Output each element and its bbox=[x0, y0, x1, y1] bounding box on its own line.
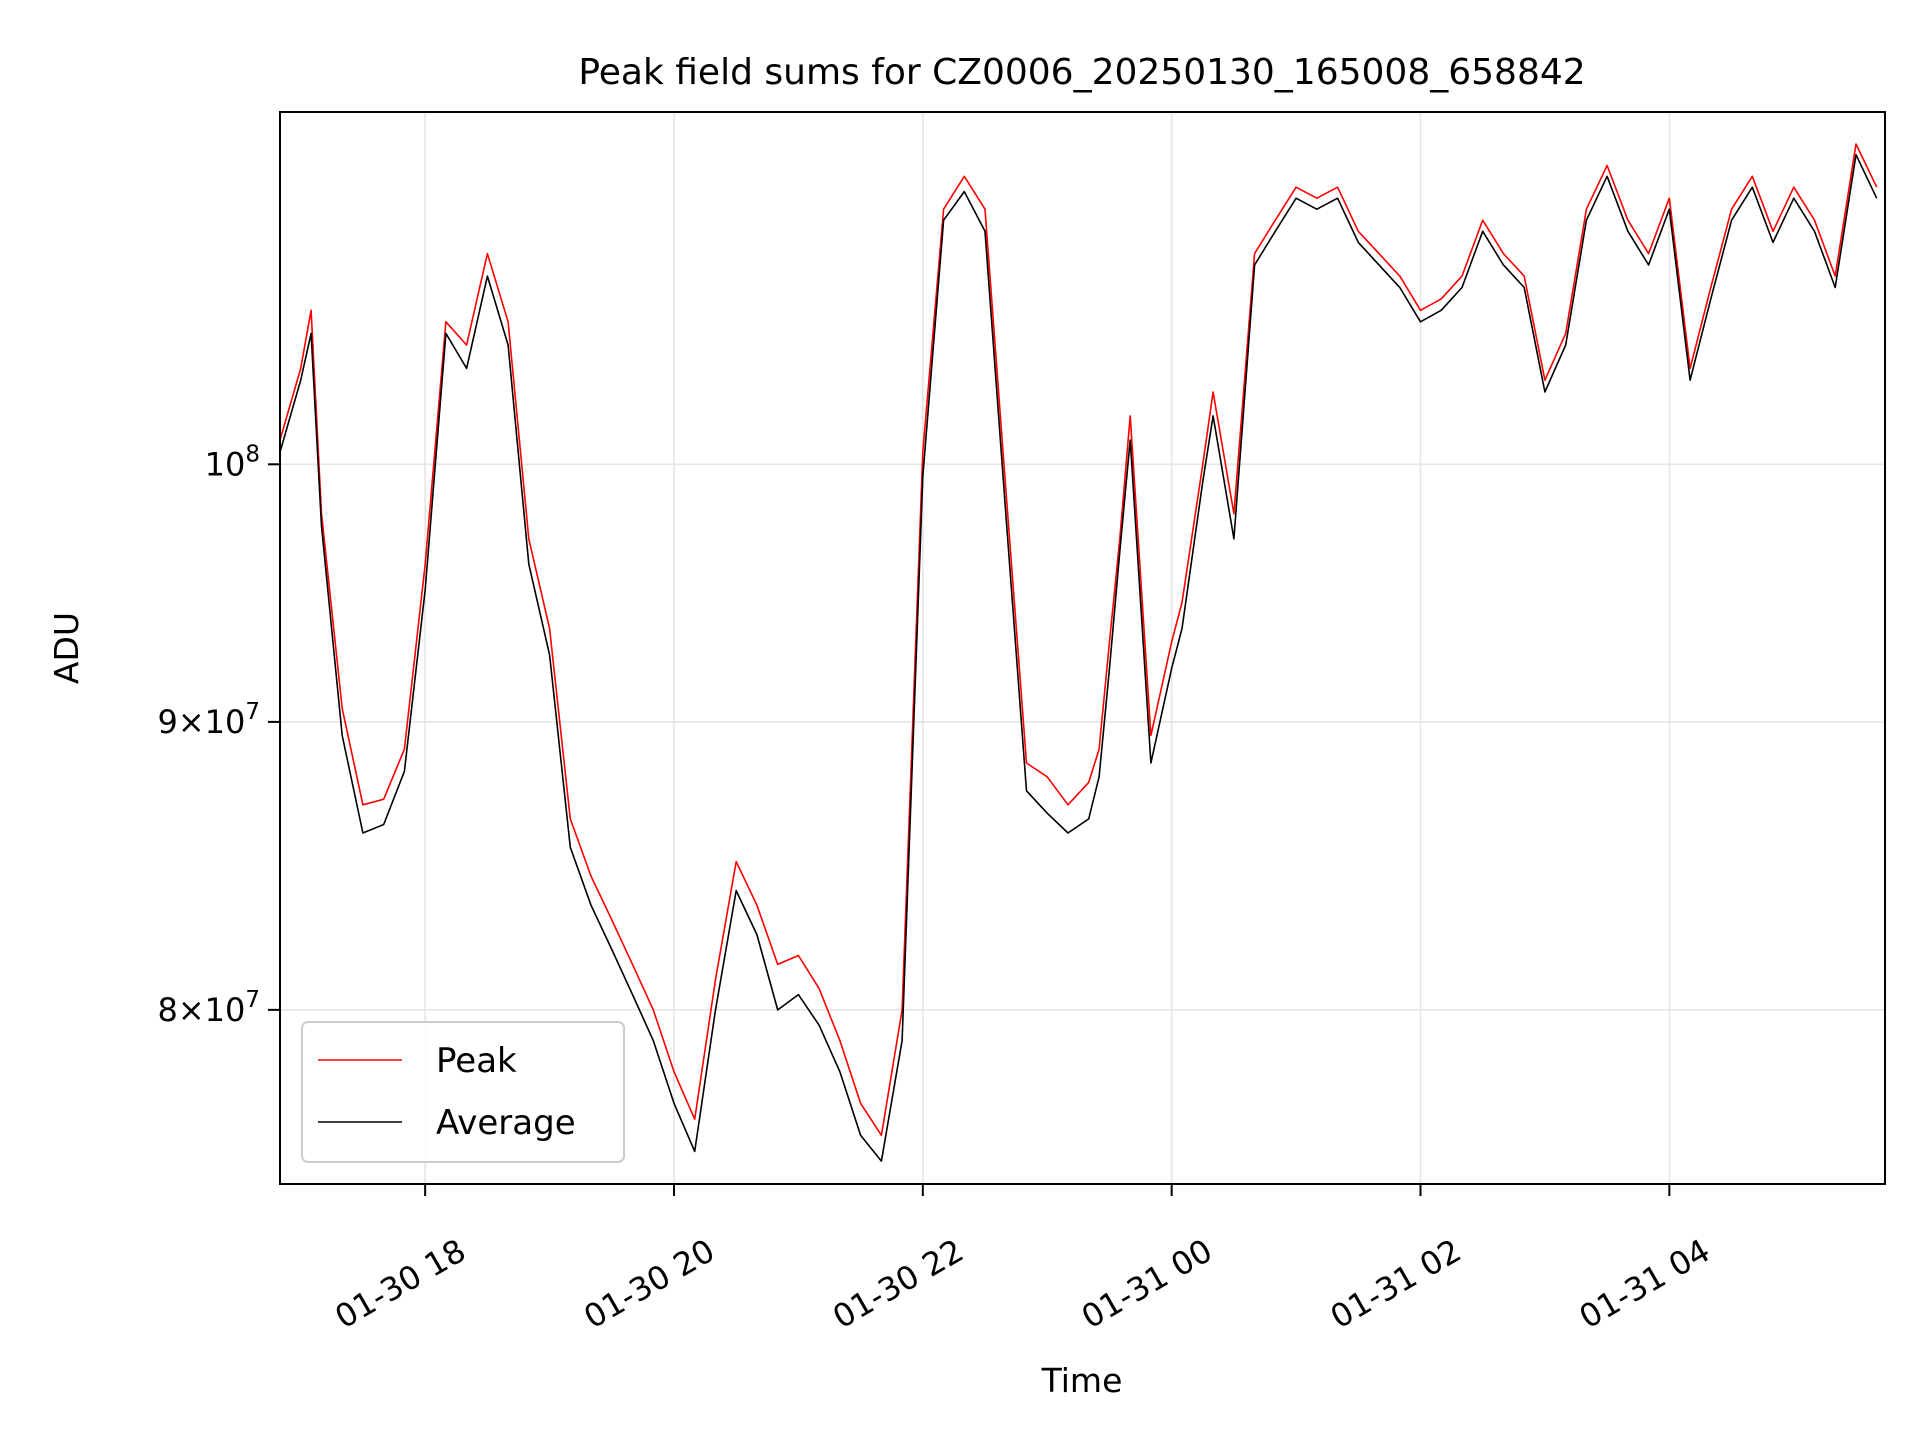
series-line-average bbox=[279, 153, 1878, 1162]
y-tick-label-0: 108 bbox=[205, 441, 260, 483]
x-axis-label: Time bbox=[1041, 1361, 1123, 1400]
legend-label-average: Average bbox=[436, 1103, 576, 1143]
legend-box bbox=[301, 1021, 625, 1163]
legend-label-peak: Peak bbox=[436, 1041, 517, 1081]
series-layer bbox=[279, 143, 1878, 1162]
grid bbox=[280, 112, 1885, 1184]
series-line-peak bbox=[279, 143, 1878, 1137]
chart-title: Peak field sums for CZ0006_20250130_1650… bbox=[578, 52, 1585, 93]
y-axis-ticks: 108 9×107 8×107 bbox=[157, 441, 280, 1029]
legend: Peak Average bbox=[301, 1021, 625, 1163]
y-axis-label: ADU bbox=[47, 612, 86, 684]
y-tick-label-1: 9×107 bbox=[157, 699, 260, 741]
y-tick-label-2: 8×107 bbox=[157, 987, 260, 1029]
plot-frame bbox=[279, 111, 1886, 1185]
